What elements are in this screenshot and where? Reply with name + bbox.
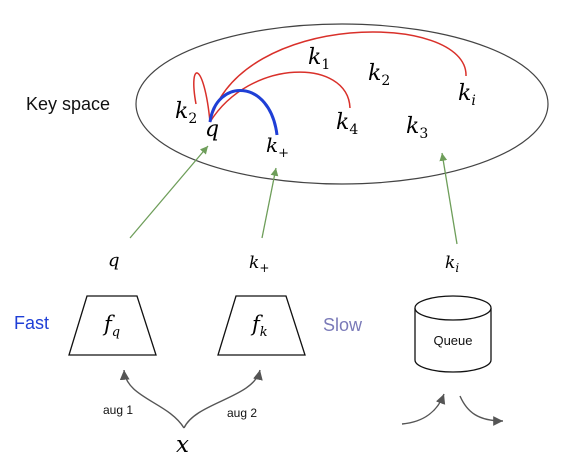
encoder-fq <box>68 295 157 356</box>
projection-arrow-kplus <box>261 167 279 239</box>
key-space-ellipse <box>135 23 549 185</box>
projection-arrow-ki <box>439 152 458 245</box>
aug2-label: aug 2 <box>227 406 257 420</box>
aug1-label: aug 1 <box>103 403 133 417</box>
key-k2-left: k2 <box>175 99 197 127</box>
fast-label: Fast <box>14 313 49 333</box>
encoder-fk <box>217 295 306 356</box>
encoder-fq-label: fq <box>102 312 120 340</box>
projection-arrow-q <box>129 145 209 239</box>
negative-arc-k4 <box>209 71 351 123</box>
negative-arc-k2 <box>193 72 211 123</box>
output-ki: ki <box>445 253 459 275</box>
queue-label: Queue <box>433 333 472 348</box>
queue-cylinder <box>414 295 492 373</box>
key-ki: ki <box>458 81 476 109</box>
encoder-fk-label: fk <box>250 312 268 340</box>
output-kplus: k+ <box>249 253 269 275</box>
negative-arc-ki <box>209 31 467 123</box>
key-k3: k3 <box>406 114 428 142</box>
queue-dequeue-arrow <box>459 395 504 426</box>
positive-arc-kplus <box>208 88 279 136</box>
key-k1: k1 <box>308 45 330 73</box>
aug1-arrow <box>119 369 185 429</box>
key-space-label: Key space <box>26 94 110 114</box>
slow-label: Slow <box>323 315 363 335</box>
key-kplus: k+ <box>266 133 289 161</box>
key-k2-top: k2 <box>368 61 390 89</box>
key-k4: k4 <box>336 110 358 138</box>
queue-enqueue-arrow <box>401 393 446 425</box>
aug2-arrow <box>183 369 263 429</box>
output-q: q <box>108 250 120 271</box>
input-x: x <box>176 432 189 458</box>
key-q: q <box>205 117 219 142</box>
